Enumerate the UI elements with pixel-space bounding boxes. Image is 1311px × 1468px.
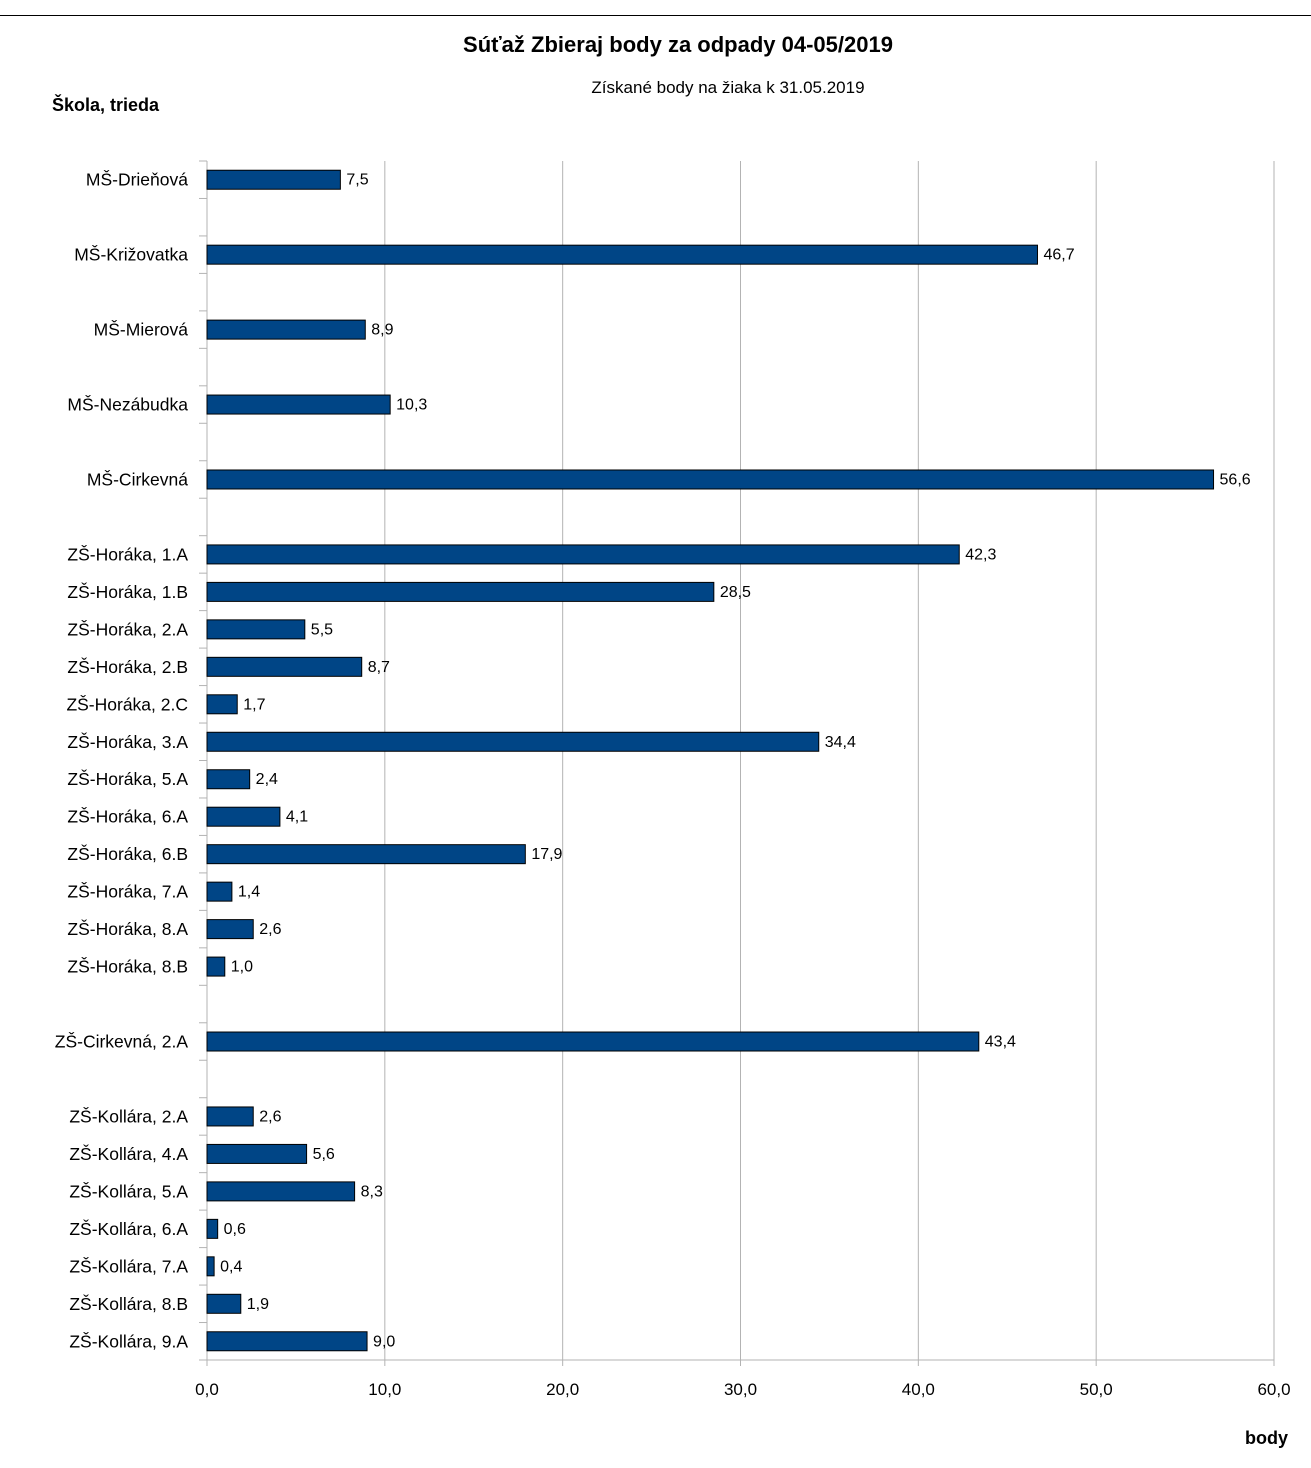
bar xyxy=(206,544,960,565)
category-label: MŠ-Križovatka xyxy=(74,244,188,265)
category-label: ZŠ-Cirkevná, 2.A xyxy=(55,1031,189,1052)
bar xyxy=(206,1106,254,1127)
data-label: 8,9 xyxy=(371,322,393,339)
bar xyxy=(206,1218,219,1239)
x-tick-label: 20,0 xyxy=(546,1380,579,1399)
data-label: 42,3 xyxy=(965,546,996,563)
data-label: 2,6 xyxy=(259,1108,281,1125)
category-label: ZŠ-Horáka, 1.A xyxy=(67,543,188,564)
data-label: 17,9 xyxy=(531,846,562,863)
data-label: 5,6 xyxy=(313,1146,335,1163)
chart-title: Súťaž Zbieraj body za odpady 04-05/2019 xyxy=(463,32,893,57)
x-tick-label: 30,0 xyxy=(724,1380,757,1399)
data-label: 2,4 xyxy=(256,771,278,788)
data-label: 10,3 xyxy=(396,397,427,414)
data-label: 1,7 xyxy=(243,696,265,713)
data-label: 1,9 xyxy=(247,1296,269,1313)
data-label: 34,4 xyxy=(825,734,856,751)
y-axis-title: Škola, trieda xyxy=(52,95,160,115)
data-label: 8,7 xyxy=(368,659,390,676)
bar xyxy=(206,1293,242,1314)
chart-subtitle: Získané body na žiaka k 31.05.2019 xyxy=(591,78,865,97)
bar xyxy=(206,244,1038,265)
data-label: 5,5 xyxy=(311,621,333,638)
bar xyxy=(206,731,820,752)
data-label: 1,4 xyxy=(238,884,260,901)
bar xyxy=(206,169,341,190)
x-tick-label: 50,0 xyxy=(1080,1380,1113,1399)
data-label: 2,6 xyxy=(259,921,281,938)
category-label: ZŠ-Kollára, 8.B xyxy=(69,1293,188,1314)
data-label: 56,6 xyxy=(1220,471,1251,488)
category-label: ZŠ-Horáka, 8.A xyxy=(67,918,188,939)
category-label: MŠ-Nezábudka xyxy=(67,394,188,415)
bar xyxy=(206,581,715,602)
category-label: ZŠ-Kollára, 4.A xyxy=(69,1143,188,1164)
x-tick-label: 60,0 xyxy=(1257,1380,1290,1399)
category-label: ZŠ-Horáka, 1.B xyxy=(67,581,188,602)
bar xyxy=(206,694,238,715)
bar xyxy=(206,956,226,977)
x-axis-title: body xyxy=(1245,1428,1288,1448)
data-label: 0,4 xyxy=(220,1258,242,1275)
data-label: 4,1 xyxy=(286,809,308,826)
data-label: 7,5 xyxy=(346,172,368,189)
category-label: MŠ-Drieňová xyxy=(86,169,188,190)
category-label: ZŠ-Horáka, 2.C xyxy=(66,693,188,714)
bar xyxy=(206,806,281,827)
category-label: ZŠ-Kollára, 5.A xyxy=(69,1180,188,1201)
category-label: ZŠ-Kollára, 9.A xyxy=(69,1330,188,1351)
category-label: ZŠ-Horáka, 7.A xyxy=(67,881,188,902)
bar xyxy=(206,1331,368,1352)
category-label: ZŠ-Horáka, 2.B xyxy=(67,656,188,677)
category-label: ZŠ-Horáka, 3.A xyxy=(67,731,188,752)
bar xyxy=(206,1143,308,1164)
x-tick-label: 40,0 xyxy=(902,1380,935,1399)
category-label: ZŠ-Kollára, 6.A xyxy=(69,1218,188,1239)
bar xyxy=(206,619,306,640)
category-label: ZŠ-Horáka, 8.B xyxy=(67,956,188,977)
data-label: 0,6 xyxy=(224,1221,246,1238)
data-label: 43,4 xyxy=(985,1034,1016,1051)
bar xyxy=(206,844,526,865)
category-label: MŠ-Mierová xyxy=(94,319,189,340)
category-label: ZŠ-Horáka, 6.A xyxy=(67,806,188,827)
category-label: ZŠ-Horáka, 5.A xyxy=(67,768,188,789)
bar xyxy=(206,881,233,902)
top-divider-line xyxy=(0,15,1311,16)
x-tick-label: 10,0 xyxy=(368,1380,401,1399)
data-label: 9,0 xyxy=(373,1333,395,1350)
category-label: ZŠ-Kollára, 2.A xyxy=(69,1105,188,1126)
bar xyxy=(206,394,391,415)
x-tick-label: 0,0 xyxy=(195,1380,219,1399)
bar xyxy=(206,319,366,340)
data-label: 28,5 xyxy=(720,584,751,601)
data-label: 8,3 xyxy=(361,1183,383,1200)
bar xyxy=(206,469,1215,490)
category-label: ZŠ-Horáka, 2.A xyxy=(67,618,188,639)
bar xyxy=(206,769,251,790)
category-label: ZŠ-Horáka, 6.B xyxy=(67,843,188,864)
bar xyxy=(206,1181,356,1202)
bar xyxy=(206,1256,215,1277)
category-label: MŠ-Cirkevná xyxy=(87,468,188,489)
data-label: 46,7 xyxy=(1043,247,1074,264)
data-label: 1,0 xyxy=(231,959,253,976)
bar xyxy=(206,919,254,940)
bar xyxy=(206,656,363,677)
category-label: ZŠ-Kollára, 7.A xyxy=(69,1255,188,1276)
bar xyxy=(206,1031,980,1052)
